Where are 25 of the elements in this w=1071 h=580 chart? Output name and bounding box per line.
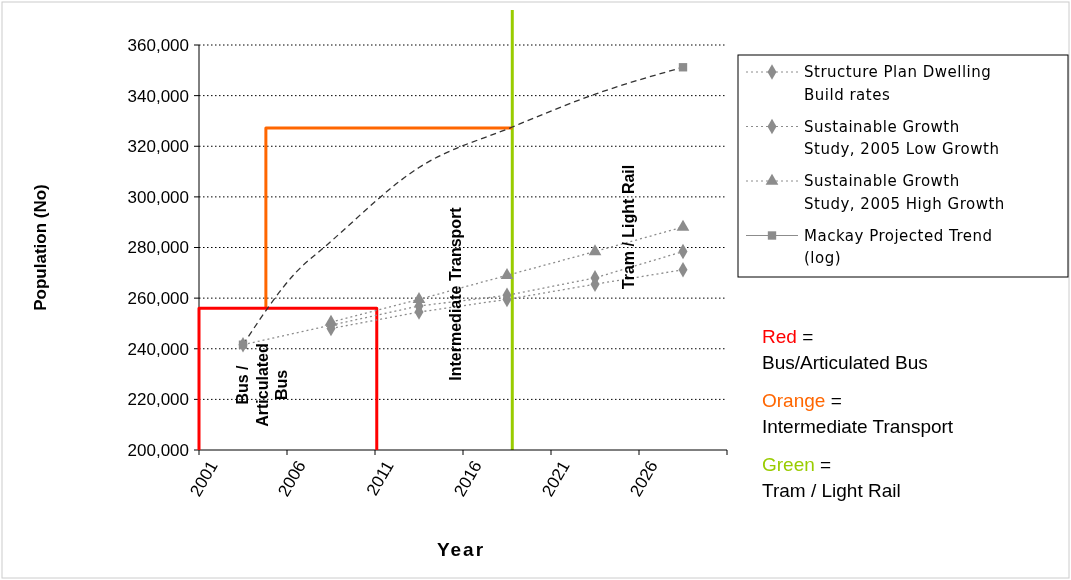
y-tick-label: 280,000 [127,238,189,258]
text: Red = Bus/Articulated Bus [762,326,928,373]
y-tick-label: 340,000 [127,86,189,106]
legend-label: Sustainable Growth Study, 2005 Low Growth [804,117,1000,159]
x-axis-title: Year [436,539,486,560]
legend-label: Sustainable Growth Study, 2005 High Growth [804,172,1005,213]
point [588,244,602,256]
point [676,219,690,231]
legend-label: Structure Plan Dwelling Build rates [804,63,992,104]
y-axis-title: Population (No) [31,184,50,311]
y-tick-label: 320,000 [127,137,189,157]
annotation: Bus / Articulated Bus [234,343,290,427]
legend-label: Mackay Projected Trend (log) [804,226,993,268]
y-tick-label: 260,000 [127,289,189,309]
y-tick-label: 220,000 [127,390,189,410]
point [678,63,688,72]
y-tick-label: 240,000 [127,339,189,359]
text: Orange = Intermediate Transport [762,390,954,437]
y-tick-label: 300,000 [127,187,189,207]
y-tick-label: 200,000 [127,440,189,460]
annotation: Intermediate Transport [446,206,464,381]
point [500,268,514,280]
text: Green = Tram / Light Rail [762,454,901,501]
annotation: Tram / Light Rail [619,164,637,290]
y-tick-label: 360,000 [127,35,189,55]
